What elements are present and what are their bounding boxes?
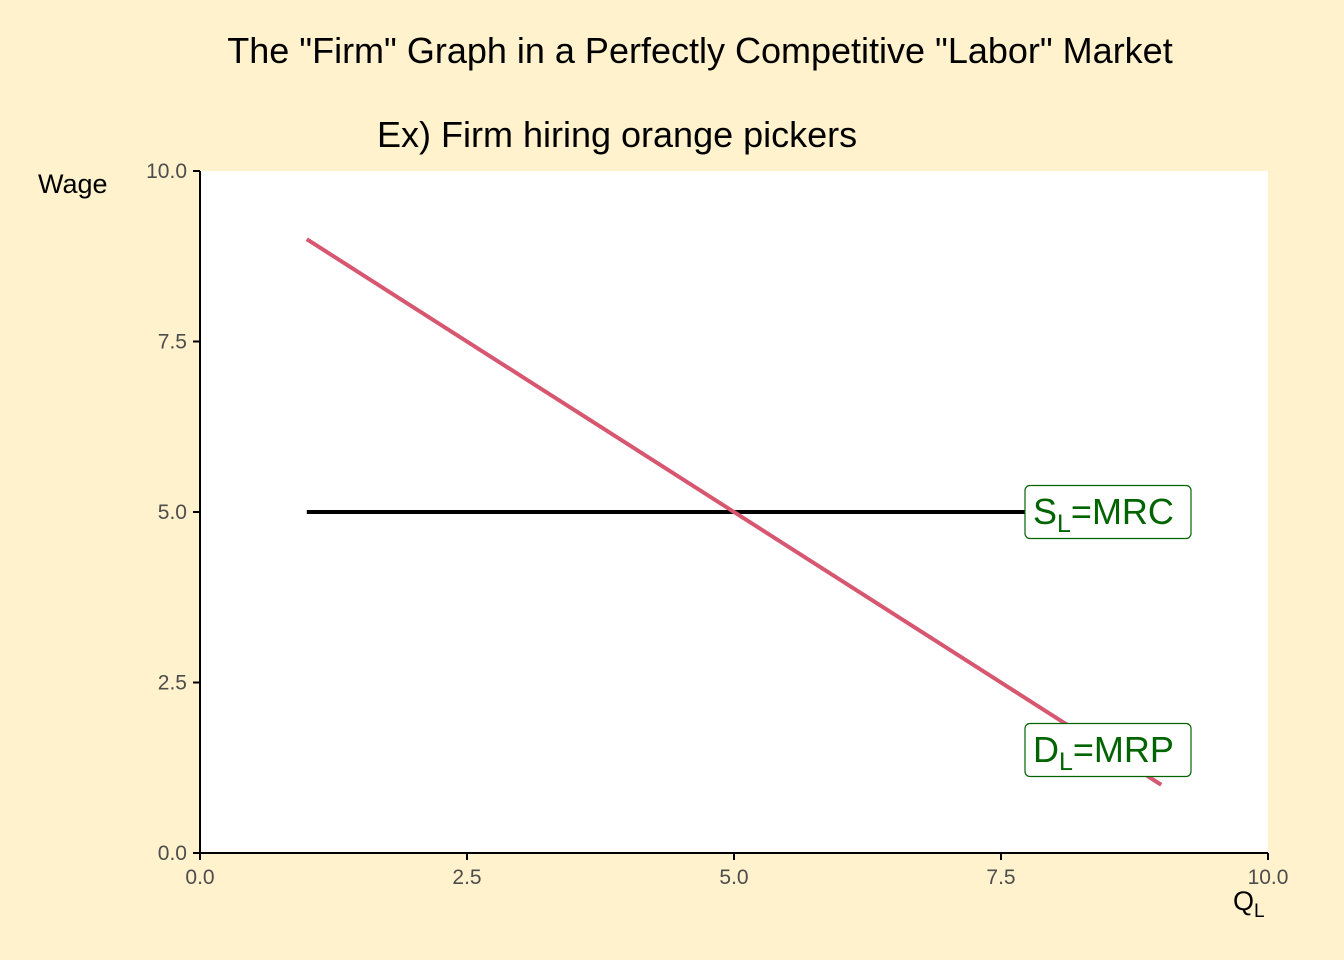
series-label-box [1024,722,1192,778]
axis-titles: Wage QL [38,169,1265,922]
y-tick-label: 10.0 [146,160,187,183]
y-tick-label: 7.5 [158,331,187,354]
series-lines [305,237,1163,787]
x-tick-label: 0.0 [185,866,214,889]
series-label: DL=MRP [1033,729,1174,776]
y-tick-label: 0.0 [158,842,187,865]
y-axis-title: Wage [38,169,108,199]
x-tick-label: 5.0 [719,866,748,889]
series-label: SL=MRC [1033,491,1174,538]
y-tick-label: 5.0 [158,501,187,524]
x-tick-label: 7.5 [986,866,1015,889]
x-tick-label: 2.5 [452,866,481,889]
series-line-1 [305,237,1163,787]
x-axis-title: QL [1233,886,1265,922]
axis-ticks: 0.0 2.5 5.0 7.5 10.0 0.0 2.5 5.0 7.5 10.0 [146,160,1288,889]
y-tick-label: 2.5 [158,672,187,695]
chart-title: The "Firm" Graph in a Perfectly Competit… [227,30,1173,71]
chart-subtitle: Ex) Firm hiring orange pickers [377,114,858,155]
x-tick-label: 10.0 [1248,866,1289,889]
series-label-box [1024,484,1192,540]
series-labels: SL=MRC DL=MRP [1024,484,1192,778]
